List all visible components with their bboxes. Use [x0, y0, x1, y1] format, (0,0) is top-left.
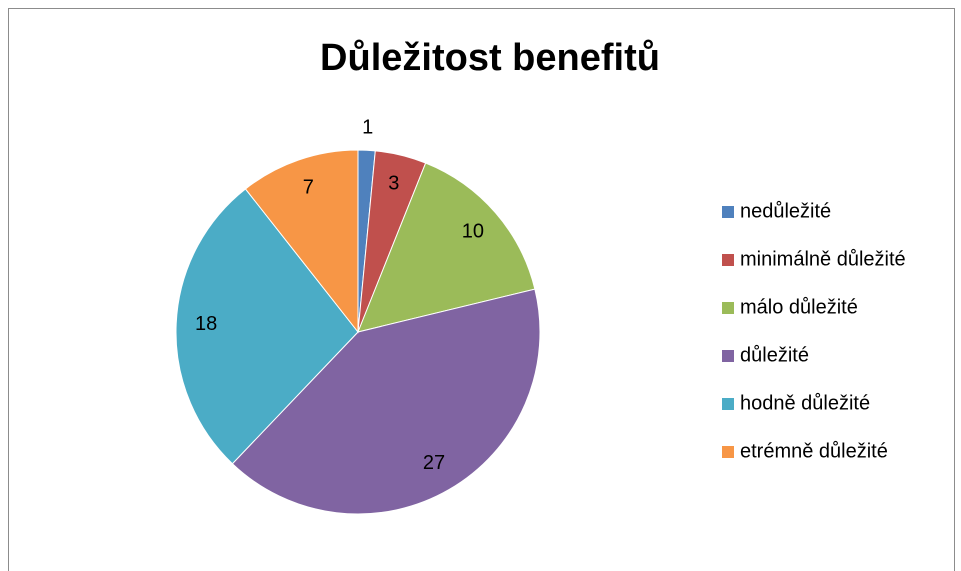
- legend-label: důležité: [740, 344, 809, 366]
- data-label: 18: [195, 313, 217, 335]
- legend-swatch: [722, 254, 734, 266]
- data-label: 3: [388, 173, 399, 195]
- data-label: 1: [362, 117, 373, 139]
- legend-label: minimálně důležité: [740, 248, 906, 270]
- legend-swatch: [722, 350, 734, 362]
- chart-title: Důležitost benefitů: [320, 37, 660, 79]
- pie-slice: [357, 162, 536, 333]
- pie-slice: [244, 149, 359, 334]
- legend-label: nedůležité: [740, 200, 831, 222]
- data-label: 7: [303, 177, 314, 199]
- pie-slice: [175, 188, 359, 465]
- data-label: 10: [462, 221, 484, 243]
- legend-swatch: [722, 206, 734, 218]
- legend-swatch: [722, 446, 734, 458]
- legend-swatch: [722, 398, 734, 410]
- legend-label: málo důležité: [740, 296, 858, 318]
- pie-slice: [231, 288, 541, 515]
- legend-label: hodně důležité: [740, 392, 870, 414]
- legend-label: etrémně důležité: [740, 440, 888, 462]
- legend-swatch: [722, 302, 734, 314]
- data-label: 27: [423, 452, 445, 474]
